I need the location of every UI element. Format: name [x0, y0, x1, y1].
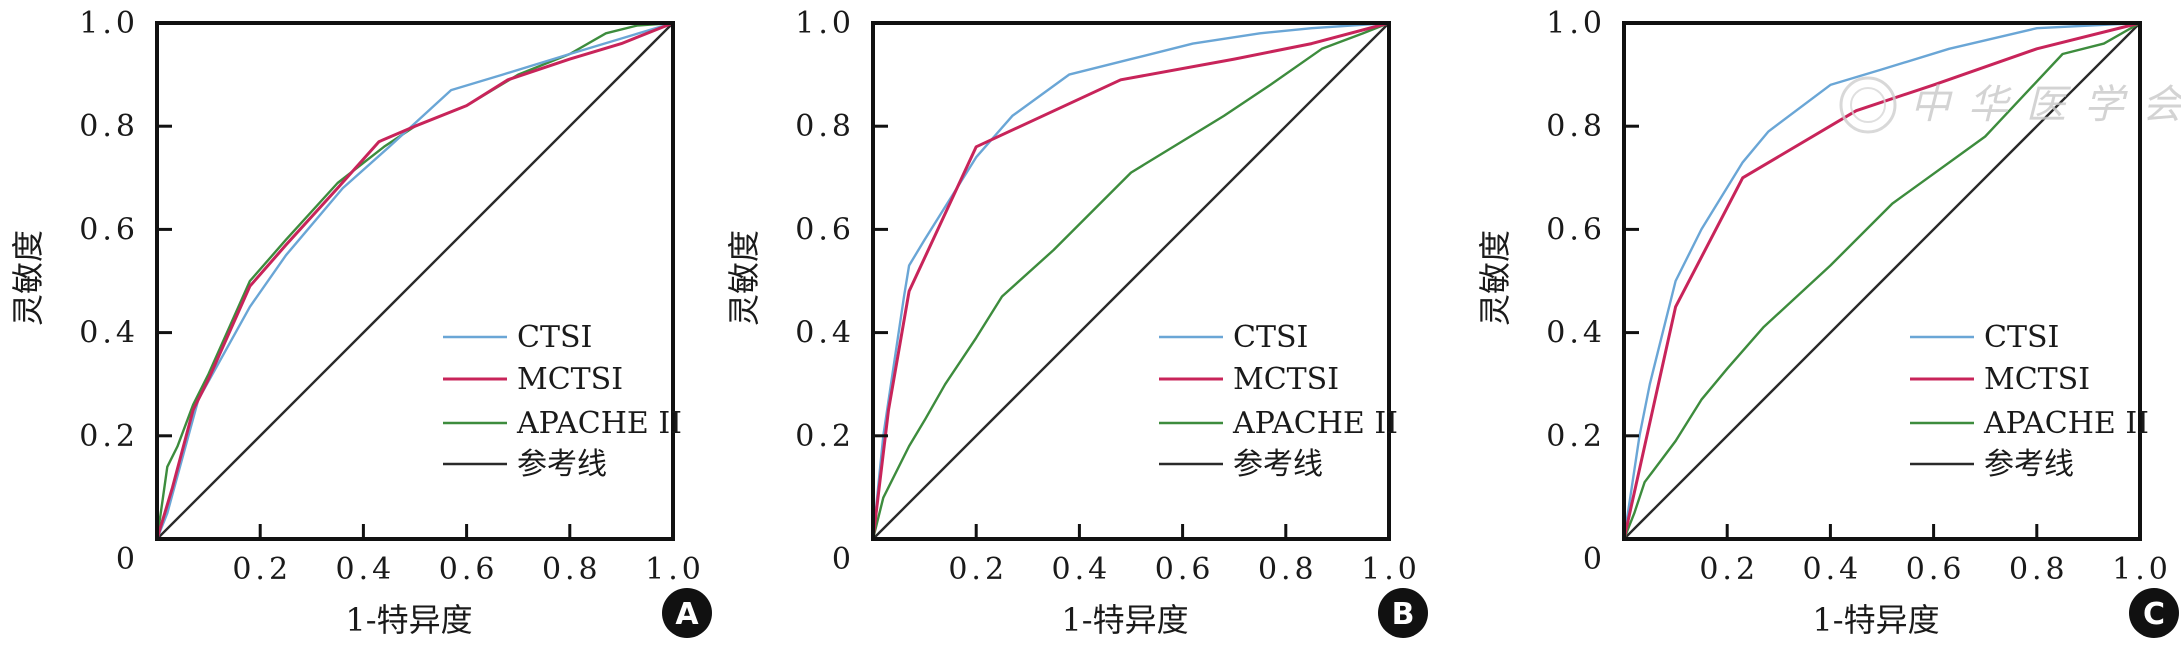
series-line-apache-ii — [155, 21, 674, 540]
panel-badge-label: A — [675, 597, 699, 632]
x-tick-label: 0.4 — [336, 552, 396, 587]
x-axis-label: 1-特异度 — [1061, 601, 1188, 639]
panel-b: 0 0.2 0.4 0.6 0.8 1.0 0.2 0.4 0.6 0.8 1.0 1-特异度 灵敏度 C… — [725, 6, 1428, 639]
y-tick-label: 0.6 — [795, 212, 855, 247]
x-tick-label: 0.8 — [2009, 552, 2069, 587]
y-tick-label: 0.6 — [79, 212, 139, 247]
x-tick-label: 0.2 — [232, 552, 292, 587]
plot-frame — [871, 21, 1391, 541]
series-line-apache-ii — [1622, 21, 2141, 540]
y-tick-label: 1.0 — [1546, 6, 1606, 41]
x-tick-label: 0.8 — [542, 552, 602, 587]
x-tick-label: 0.6 — [1906, 552, 1966, 587]
x-tick-label: 1.0 — [645, 552, 705, 587]
series-line-ctsi — [155, 21, 674, 540]
legend-label: CTSI — [1233, 320, 1308, 355]
y-tick-label: 0.8 — [1546, 109, 1606, 144]
legend-label: 参考线 — [1233, 447, 1323, 482]
series-line-mctsi — [1622, 21, 2141, 540]
panel-c: 0 0.2 0.4 0.6 0.8 1.0 0.2 0.4 0.6 0.8 1.0 1-特异度 灵敏度 C… — [1476, 6, 2179, 639]
y-tick-label: 0.4 — [795, 316, 855, 351]
watermark-text: 中华医学会 — [1910, 82, 2181, 128]
legend-label: APACHE II — [516, 406, 682, 441]
watermark: 中华医学会 — [1839, 76, 2181, 134]
y-tick-label: 0.2 — [79, 419, 139, 454]
x-tick-label: 0.2 — [1699, 552, 1759, 587]
x-tick-label: 0.4 — [1803, 552, 1863, 587]
watermark-seal-icon — [1839, 76, 1897, 134]
y-tick-label: 0 — [116, 542, 139, 577]
y-tick-label: 0.2 — [795, 419, 855, 454]
y-tick-label: 0.8 — [795, 109, 855, 144]
plot-frame — [155, 21, 675, 541]
series-line-ctsi — [871, 21, 1390, 540]
legend-label: APACHE II — [1232, 406, 1398, 441]
series-line-reference — [156, 22, 674, 540]
x-tick-label: 0.6 — [439, 552, 499, 587]
x-tick-label: 1.0 — [1361, 552, 1421, 587]
legend: CTSI MCTSI APACHE II 参考线 — [1159, 320, 1398, 482]
x-tick-label: 0.8 — [1258, 552, 1318, 587]
panel-badge — [662, 588, 712, 638]
y-axis-label: 灵敏度 — [9, 230, 47, 326]
y-tick-label: 0 — [1583, 542, 1606, 577]
x-tick-label: 1.0 — [2112, 552, 2172, 587]
series-line-apache-ii — [871, 21, 1390, 540]
y-tick-label: 0.6 — [1546, 212, 1606, 247]
legend: CTSI MCTSI APACHE II 参考线 — [1910, 320, 2149, 482]
legend-label: APACHE II — [1983, 406, 2149, 441]
panel-badge — [2129, 588, 2179, 638]
legend-label: MCTSI — [517, 362, 623, 397]
series-line-ctsi — [1622, 21, 2141, 540]
panel-badge-label: B — [1392, 597, 1415, 632]
legend: CTSI MCTSI APACHE II 参考线 — [443, 320, 682, 482]
watermark-seal-inner-icon — [1850, 87, 1886, 123]
legend-label: CTSI — [1984, 320, 2059, 355]
series-line-mctsi — [155, 21, 674, 540]
y-tick-label: 1.0 — [795, 6, 855, 41]
y-axis-label: 灵敏度 — [1476, 230, 1514, 326]
legend-label: 参考线 — [517, 447, 607, 482]
series-line-reference — [1623, 22, 2141, 540]
panel-badge — [1378, 588, 1428, 638]
x-axis-label: 1-特异度 — [345, 601, 472, 639]
y-tick-label: 0.4 — [79, 316, 139, 351]
x-tick-label: 0.6 — [1155, 552, 1215, 587]
y-tick-label: 0 — [832, 542, 855, 577]
x-tick-label: 0.2 — [948, 552, 1008, 587]
y-tick-label: 0.4 — [1546, 316, 1606, 351]
series-line-mctsi — [871, 21, 1390, 540]
plot-frame — [1622, 21, 2142, 541]
series-line-reference — [872, 22, 1390, 540]
y-tick-label: 0.8 — [79, 109, 139, 144]
y-tick-label: 0.2 — [1546, 419, 1606, 454]
x-tick-label: 0.4 — [1052, 552, 1112, 587]
legend-label: CTSI — [517, 320, 592, 355]
y-axis-label: 灵敏度 — [725, 230, 763, 326]
x-axis-label: 1-特异度 — [1812, 601, 1939, 639]
panel-badge-label: C — [2143, 597, 2165, 632]
legend-label: MCTSI — [1233, 362, 1339, 397]
panel-a: 0 0.2 0.4 0.6 0.8 1.0 0.2 0.4 0.6 0.8 1.0 1-特异度 灵敏度 C… — [9, 6, 712, 639]
y-tick-label: 1.0 — [79, 6, 139, 41]
legend-label: MCTSI — [1984, 362, 2090, 397]
legend-label: 参考线 — [1984, 447, 2074, 482]
